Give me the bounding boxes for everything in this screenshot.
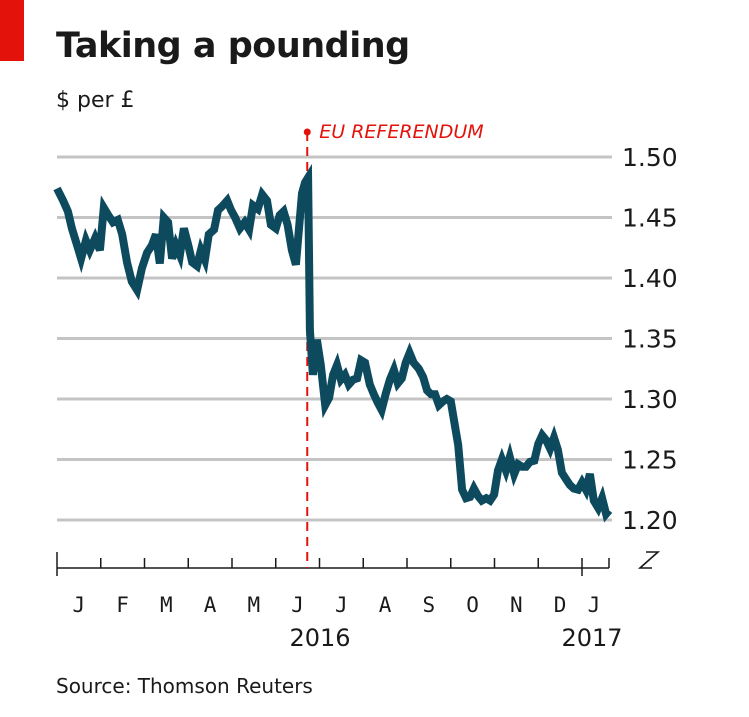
- y-tick-label: 1.25: [622, 446, 678, 475]
- axis-break-icon: [637, 551, 661, 569]
- brand-red-tag: [0, 0, 24, 61]
- year-label: 2016: [289, 624, 350, 652]
- axis-break-icon: [637, 551, 661, 569]
- y-tick-label: 1.40: [622, 264, 678, 293]
- x-tick-label: S: [423, 593, 436, 617]
- chart-subtitle: $ per £: [56, 88, 135, 113]
- x-tick-label: A: [379, 593, 392, 617]
- y-tick-label: 1.50: [622, 143, 678, 172]
- x-tick-label: N: [510, 593, 523, 617]
- x-tick-label: J: [73, 593, 86, 617]
- series-line-usd-per-gbp: [53, 163, 613, 523]
- x-tick-label: O: [466, 593, 479, 617]
- referendum-annotation: EU REFERENDUM: [303, 121, 484, 568]
- y-tick-label: 1.30: [622, 385, 678, 414]
- x-tick-label: M: [248, 593, 261, 617]
- y-tick-label: 1.45: [622, 204, 678, 233]
- referendum-label: EU REFERENDUM: [319, 121, 483, 143]
- x-tick-label: D: [554, 593, 567, 617]
- referendum-dot: [303, 128, 311, 136]
- y-axis-labels: 1.20 1.25 1.30 1.35 1.40 1.45 1.50: [622, 143, 678, 535]
- x-tick-label: J: [291, 593, 304, 617]
- source-note: Source: Thomson Reuters: [56, 674, 313, 698]
- gridlines: [57, 155, 612, 522]
- year-label: 2017: [561, 624, 622, 652]
- x-tick-label: J: [588, 593, 601, 617]
- series-layer: [53, 163, 613, 523]
- chart-title: Taking a pounding: [56, 26, 410, 66]
- x-tick-label: A: [204, 593, 217, 617]
- y-tick-label: 1.35: [622, 325, 678, 354]
- x-tick-label: F: [116, 593, 129, 617]
- y-tick-label: 1.20: [622, 506, 678, 535]
- x-tick-label: J: [335, 593, 348, 617]
- x-tick-label: M: [160, 593, 173, 617]
